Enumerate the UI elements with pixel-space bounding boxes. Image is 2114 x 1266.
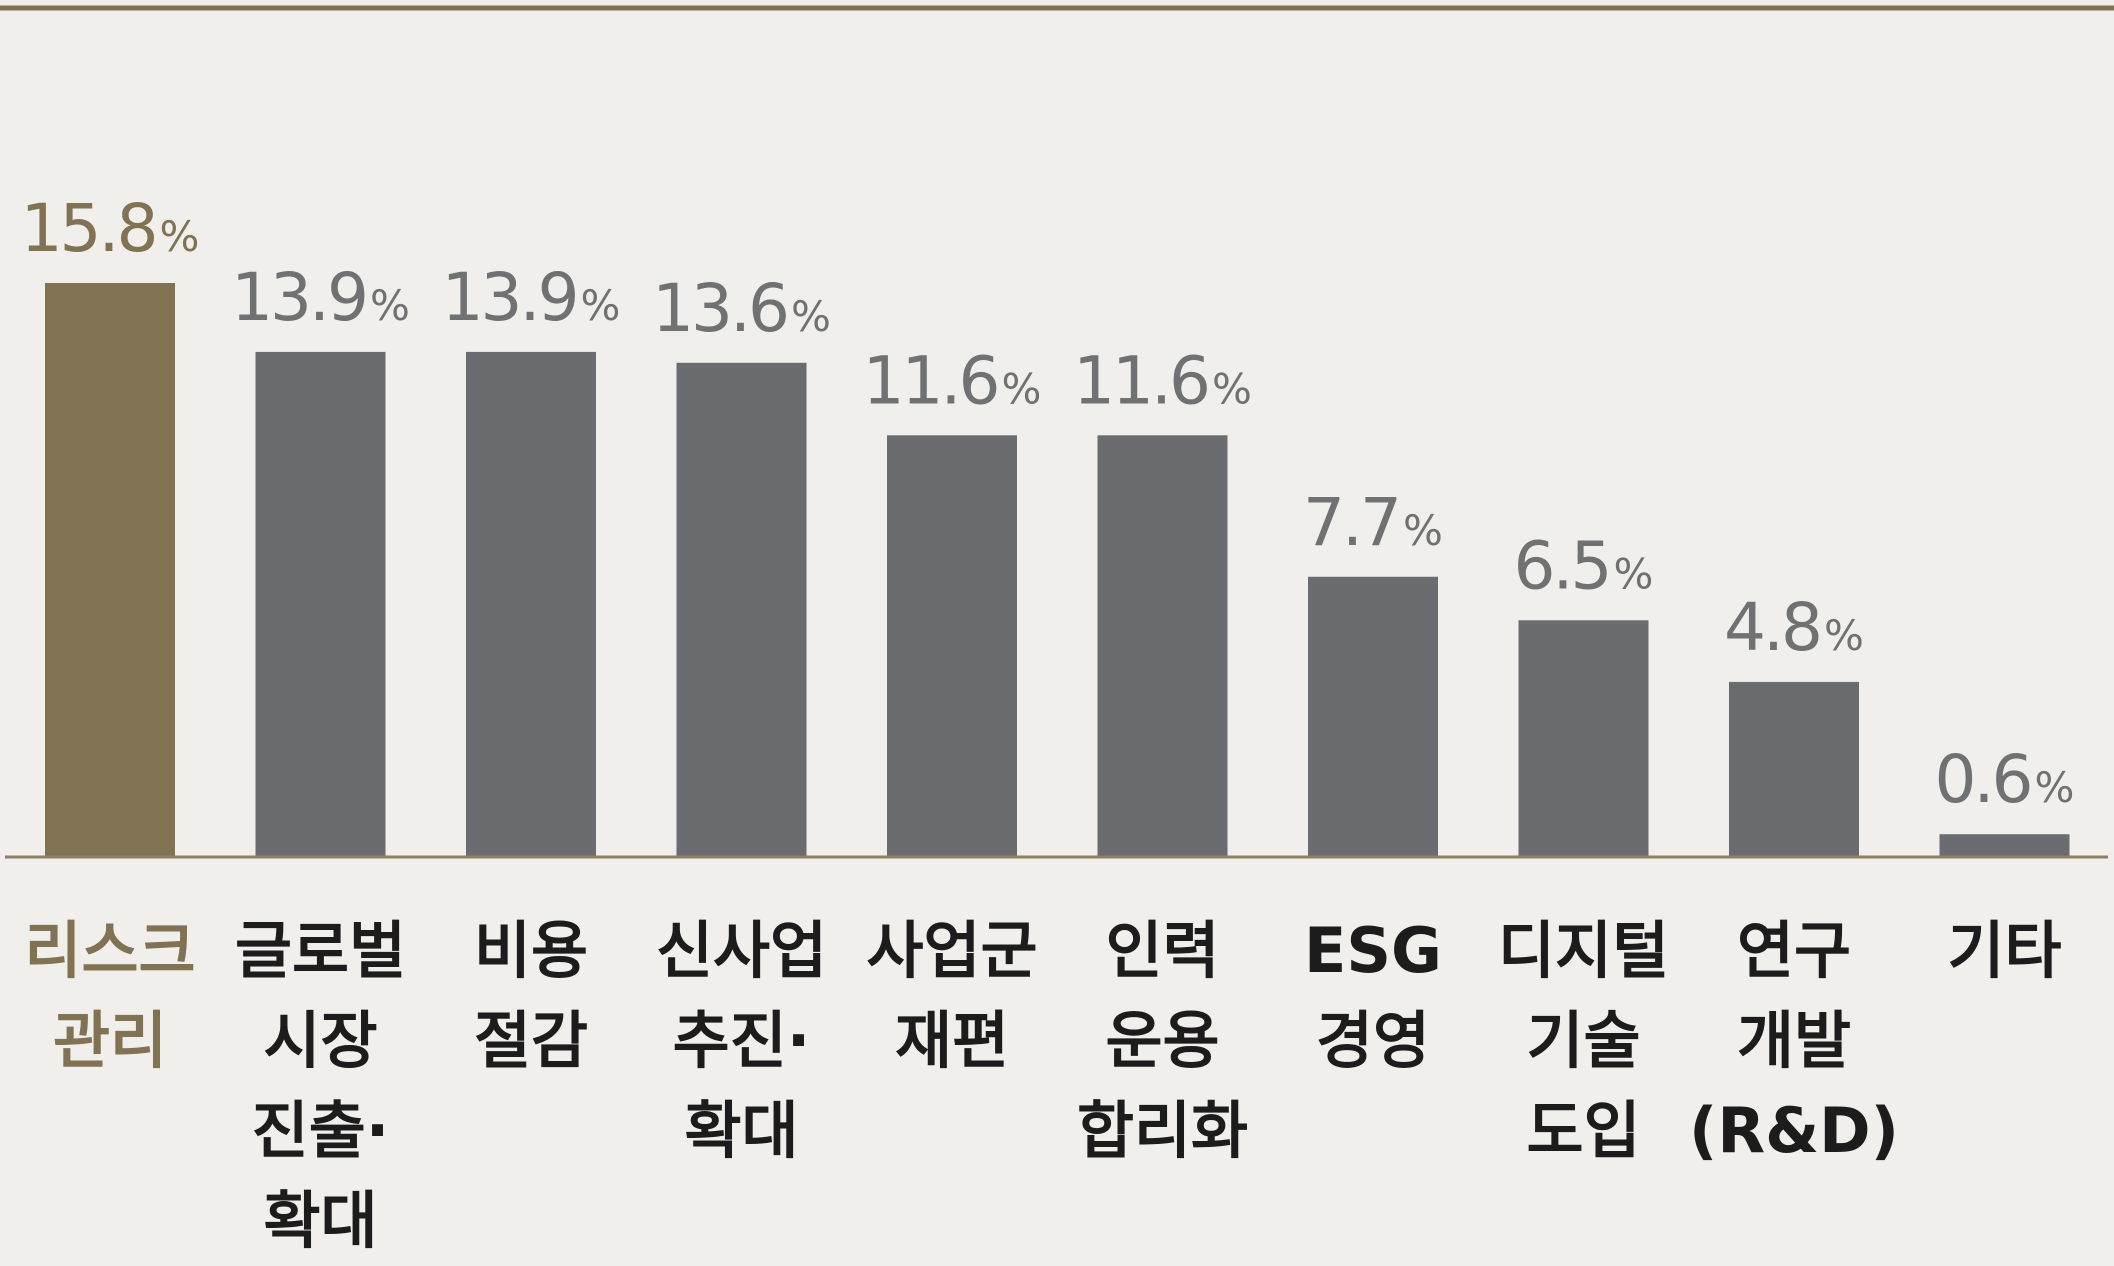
bar-3 <box>676 362 807 856</box>
category-label-5-line-2: 합리화 <box>1077 1094 1248 1167</box>
bar-8 <box>1729 681 1859 856</box>
category-label-3-line-2: 확대 <box>684 1094 798 1167</box>
category-label-0-line-0: 리스크 <box>24 914 195 987</box>
category-label-5-line-1: 운용 <box>1105 1004 1219 1077</box>
bar-0 <box>45 283 175 856</box>
category-label-8-line-1: 개발 <box>1737 1004 1851 1077</box>
category-label-3-line-0: 신사업 <box>656 914 827 987</box>
category-label-3-line-1: 추진· <box>673 1004 811 1077</box>
value-labels-group: 15.8% 13.9% 13.9% 13.6% 11.6% 11.6% 7.7% 6.5% 4.… <box>21 190 2075 818</box>
category-label-8-line-0: 연구 <box>1737 914 1851 987</box>
category-label-8-line-2: (R&D) <box>1689 1094 1899 1167</box>
value-label-8: 4.8% <box>1724 589 1864 666</box>
value-label-1: 13.9% <box>231 259 410 336</box>
bar-5 <box>1097 435 1228 856</box>
value-label-6: 7.7% <box>1303 484 1443 561</box>
category-label-1-line-2: 진출· <box>252 1094 390 1167</box>
category-label-1-line-0: 글로벌 <box>235 914 406 987</box>
value-label-2: 13.9% <box>442 259 621 336</box>
category-label-2-line-1: 절감 <box>474 1004 588 1077</box>
value-label-7: 6.5% <box>1514 527 1654 604</box>
category-label-4-line-0: 사업군 <box>866 914 1037 987</box>
category-label-7-line-2: 도입 <box>1526 1094 1640 1167</box>
category-label-9-line-0: 기타 <box>1947 914 2061 987</box>
category-label-4-line-1: 재편 <box>895 1004 1009 1077</box>
bar-6 <box>1308 576 1438 856</box>
category-label-0-line-1: 관리 <box>53 1004 167 1077</box>
category-label-1-line-3: 확대 <box>263 1184 377 1257</box>
category-label-6-line-1: 경영 <box>1316 1004 1430 1077</box>
category-label-7-line-1: 기술 <box>1526 1004 1640 1077</box>
category-label-5-line-0: 인력 <box>1105 914 1219 987</box>
category-label-7-line-0: 디지털 <box>1498 914 1669 987</box>
category-label-1-line-1: 시장 <box>263 1004 377 1077</box>
value-label-3: 13.6% <box>652 270 831 347</box>
bar-7 <box>1518 620 1649 856</box>
bar-2 <box>466 351 596 856</box>
bar-9 <box>1939 834 2070 856</box>
value-label-5: 11.6% <box>1073 342 1252 419</box>
value-label-4: 11.6% <box>863 342 1042 419</box>
category-label-6-line-0: ESG <box>1304 914 1442 987</box>
bars-group <box>45 283 2070 856</box>
category-label-2-line-0: 비용 <box>474 914 588 987</box>
bar-4 <box>887 435 1017 856</box>
bar-1 <box>255 351 386 856</box>
value-label-0: 15.8% <box>21 190 200 267</box>
value-label-9: 0.6% <box>1935 741 2075 818</box>
